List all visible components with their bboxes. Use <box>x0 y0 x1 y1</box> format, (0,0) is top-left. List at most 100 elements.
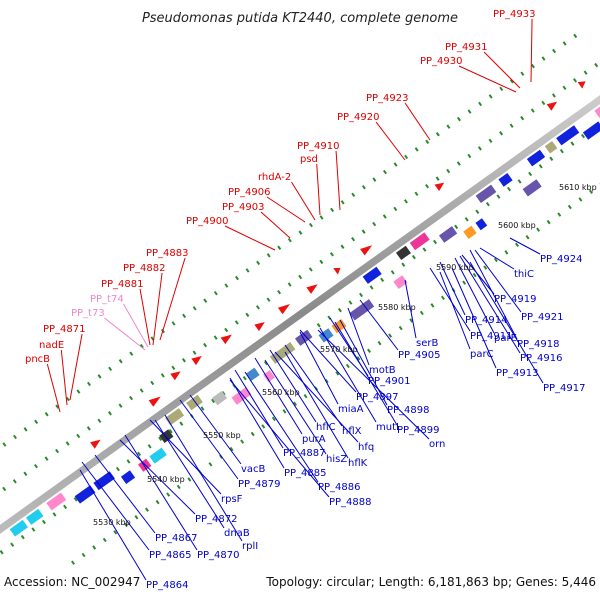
bottom-gene-label: PP_4911 <box>470 331 513 342</box>
dot-marker <box>55 404 60 409</box>
dot-marker <box>382 169 387 175</box>
dot-marker <box>52 512 57 517</box>
dot-marker <box>160 373 165 378</box>
bottom-label-leader <box>229 377 285 469</box>
dot-marker <box>337 307 342 313</box>
reverse-gene-arrow <box>556 125 580 146</box>
bottom-gene-label: PP_4879 <box>238 479 281 490</box>
top-gene-label: PP_4903 <box>222 202 265 213</box>
dot-marker <box>559 148 564 154</box>
dot-marker <box>155 499 160 505</box>
dot-marker <box>372 221 377 227</box>
dot-marker <box>139 343 144 349</box>
dot-marker <box>203 342 208 348</box>
top-gene-label: PP_4931 <box>445 42 488 53</box>
dot-marker <box>181 358 186 363</box>
reverse-gene-arrow <box>582 121 600 140</box>
dot-marker <box>192 350 197 355</box>
dot-marker <box>403 199 408 204</box>
dot-marker <box>12 479 17 484</box>
dot-marker <box>158 436 163 441</box>
forward-gene-arrow <box>546 101 558 111</box>
dot-marker <box>213 335 218 340</box>
forward-gene-arrow <box>360 245 373 256</box>
scale-tick-label: 5540 kbp <box>147 475 185 484</box>
bottom-label-leader <box>439 261 466 316</box>
dot-marker <box>475 209 480 214</box>
top-label-leader <box>260 211 291 239</box>
gene-feature-box <box>395 245 411 261</box>
bottom-gene-label: PP_4905 <box>398 350 441 361</box>
dot-marker <box>380 277 385 283</box>
dot-marker <box>33 463 38 469</box>
dot-marker <box>73 497 78 502</box>
dot-marker <box>208 462 213 467</box>
reverse-gene-arrow <box>120 470 136 485</box>
dot-marker <box>483 265 488 270</box>
bottom-gene-label: PP_4870 <box>197 550 240 561</box>
top-gene-label: PP_4920 <box>337 112 380 123</box>
dot-marker <box>261 424 266 429</box>
bottom-label-leader <box>124 434 198 551</box>
dot-marker <box>277 289 282 295</box>
dot-marker <box>213 290 218 296</box>
dot-marker <box>129 395 134 401</box>
bottom-label-leader <box>119 439 196 515</box>
dot-marker <box>139 388 144 393</box>
dot-marker <box>419 310 424 316</box>
dot-marker <box>179 421 184 426</box>
dot-marker <box>345 363 350 369</box>
top-label-leader <box>224 225 276 251</box>
dot-marker <box>245 268 250 273</box>
bottom-label-leader <box>189 394 242 465</box>
dot-marker <box>478 101 483 107</box>
dot-marker <box>401 262 406 267</box>
bottom-gene-label: PP_4921 <box>521 312 564 323</box>
gene-feature-box <box>331 318 347 334</box>
forward-gene-arrow <box>170 371 181 381</box>
dot-marker <box>562 41 567 46</box>
dot-marker <box>567 204 572 210</box>
forward-gene-arrow <box>277 304 291 315</box>
bottom-gene-label: miaA <box>338 404 364 415</box>
bottom-gene-label: PP_4913 <box>496 368 539 379</box>
dot-marker <box>485 201 490 207</box>
dot-marker <box>361 185 366 190</box>
top-gene-label: PP_4923 <box>366 93 409 104</box>
dot-marker <box>404 154 409 160</box>
dot-marker <box>113 530 118 535</box>
top-gene-label: PP_4933 <box>493 9 536 20</box>
dot-marker <box>256 260 261 266</box>
top-gene-label: PP_t73 <box>71 308 105 319</box>
dot-marker <box>224 283 229 288</box>
dot-marker <box>44 456 49 461</box>
bottom-label-leader <box>254 357 303 435</box>
dot-marker <box>229 446 234 452</box>
dot-marker <box>266 253 271 258</box>
dot-marker <box>224 327 229 333</box>
dot-marker <box>546 219 551 225</box>
dot-marker <box>367 348 371 353</box>
dot-marker <box>97 374 102 379</box>
top-gene-label: PP_4881 <box>101 279 144 290</box>
dot-marker <box>20 534 25 540</box>
dot-marker <box>359 292 364 298</box>
dot-marker <box>446 124 451 129</box>
bottom-label-leader <box>479 247 515 270</box>
dot-marker <box>10 542 15 547</box>
dot-marker <box>298 230 303 235</box>
dot-marker <box>234 320 239 325</box>
bottom-label-leader <box>244 371 319 483</box>
dot-marker <box>65 396 70 402</box>
dot-marker <box>525 235 530 240</box>
top-label-leader <box>123 303 149 348</box>
top-label-leader <box>266 196 306 223</box>
dot-marker <box>520 115 525 121</box>
bottom-label-leader <box>229 379 330 498</box>
dot-marker <box>414 191 419 196</box>
dot-marker <box>382 214 387 219</box>
dot-marker <box>200 406 205 411</box>
bottom-gene-label: PP_4888 <box>329 497 372 508</box>
top-label-leader <box>60 349 68 406</box>
dot-marker <box>578 197 583 202</box>
